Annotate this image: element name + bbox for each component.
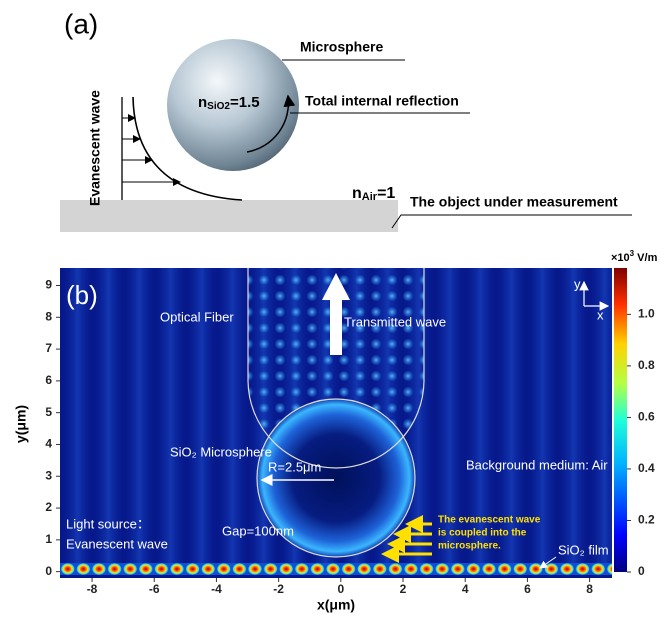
colorbar-tick-label: 1.0	[638, 307, 655, 321]
orient-y: y	[574, 276, 581, 291]
figure: (a) Evanescent wave nSiO2=1.5 Microspher…	[0, 0, 665, 615]
coupling-note: The evanescent wave	[438, 515, 541, 526]
transmitted-label: Transmitted wave	[344, 314, 446, 329]
panel-label: (a)	[64, 8, 98, 39]
x-axis-label: x(μm)	[317, 597, 355, 613]
y-tick-label: 3	[45, 468, 52, 482]
y-tick-label: 6	[45, 373, 52, 387]
panel-a: (a) Evanescent wave nSiO2=1.5 Microspher…	[60, 8, 632, 232]
x-tick-label: -4	[211, 582, 222, 596]
orient-x: x	[597, 307, 604, 322]
y-axis-label: y(μm)	[13, 405, 29, 443]
background-label: Background medium: Air	[466, 457, 608, 472]
air-index: nAir=1	[352, 185, 395, 203]
y-tick-label: 4	[45, 437, 52, 451]
colorbar-tick-label: 0.8	[638, 358, 655, 372]
index-symbol: n	[352, 185, 362, 202]
sphere-label: SiO₂ Microsphere	[170, 444, 272, 459]
y-tick-label: 8	[45, 309, 52, 323]
source-label: Light source：	[66, 516, 150, 531]
index-subscript: Air	[362, 191, 378, 203]
colorbar-tick-label: 0.4	[638, 461, 655, 475]
y-tick-label: 5	[45, 405, 52, 419]
evanescent-label: Evanescent wave	[87, 90, 103, 206]
x-tick-label: -6	[149, 582, 160, 596]
y-tick-label: 2	[45, 500, 52, 514]
index-subscript: SiO2	[207, 101, 230, 112]
tir-label: Total internal reflection	[305, 93, 459, 109]
x-tick-label: 0	[337, 582, 344, 596]
colorbar	[614, 268, 627, 572]
x-tick-label: 8	[586, 582, 593, 596]
y-tick-label: 9	[45, 278, 52, 292]
index-symbol: n	[198, 94, 207, 111]
source-label: Evanescent wave	[66, 536, 168, 551]
unit-rest: V/m	[634, 252, 657, 264]
panel-label: (b)	[66, 280, 98, 310]
colorbar-tick-label: 0.2	[638, 513, 655, 527]
y-tick-label: 7	[45, 341, 52, 355]
unit-prefix: ×10	[611, 252, 630, 264]
film-label: SiO₂ film	[558, 542, 609, 557]
leader	[392, 215, 632, 228]
x-tick-label: 2	[400, 582, 407, 596]
colorbar-unit: ×103 V/m	[611, 249, 658, 264]
colorbar-tick-label: 0.6	[638, 410, 655, 424]
x-tick-label: -2	[273, 582, 284, 596]
object-label: The object under measurement	[410, 194, 618, 210]
coupling-note: is coupled into the	[438, 528, 527, 539]
film-field	[60, 563, 612, 575]
panel-b: y x (b) Optical Fiber Transmitted wave S…	[13, 249, 658, 613]
index-rest: =1.5	[230, 94, 260, 111]
y-tick-label: 0	[45, 564, 52, 578]
index-rest: =1	[377, 185, 395, 202]
gap-label: Gap=100nm	[222, 523, 294, 538]
fiber-label: Optical Fiber	[160, 309, 234, 324]
y-tick-label: 1	[45, 532, 52, 546]
colorbar-tick-label: 0	[638, 564, 645, 578]
x-tick-label: -8	[87, 582, 98, 596]
x-tick-label: 4	[462, 582, 469, 596]
radius-label: R=2.5μm	[268, 459, 321, 474]
x-tick-label: 6	[524, 582, 531, 596]
substrate	[60, 200, 398, 232]
microsphere-label: Microsphere	[300, 39, 383, 55]
coupling-note: microsphere.	[438, 541, 501, 552]
